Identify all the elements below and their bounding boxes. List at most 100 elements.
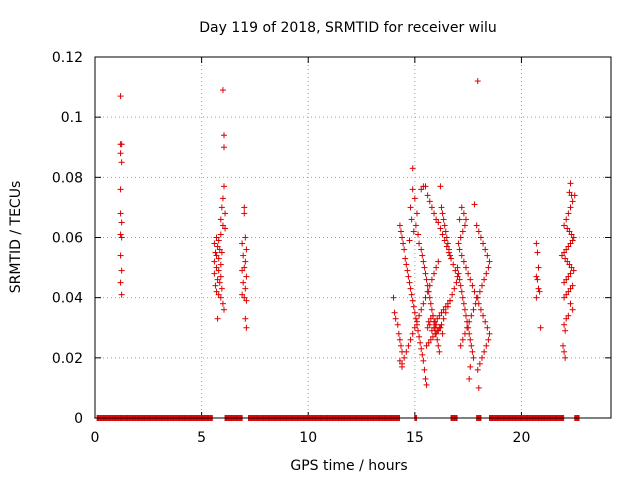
data-point [211, 240, 218, 247]
data-point [437, 225, 444, 232]
data-point [561, 294, 568, 301]
data-point [456, 276, 463, 283]
data-point [396, 222, 403, 229]
data-point [213, 234, 220, 241]
data-point [214, 315, 221, 322]
data-point [566, 189, 573, 196]
data-point [243, 297, 250, 304]
data-point [456, 246, 463, 253]
data-point [418, 186, 425, 193]
grid-lines [95, 57, 611, 418]
data-point [118, 267, 125, 274]
data-point [566, 228, 573, 235]
data-point [435, 258, 442, 265]
data-point [459, 294, 466, 301]
data-point [563, 315, 570, 322]
data-point [422, 294, 429, 301]
data-point [457, 342, 464, 349]
data-point [457, 282, 464, 289]
data-point [421, 366, 428, 373]
data-point [425, 339, 432, 346]
data-point [395, 330, 402, 337]
y-tick-label: 0.08 [52, 170, 83, 186]
data-point [461, 330, 468, 337]
data-point [423, 276, 430, 283]
data-point [118, 219, 125, 226]
data-point [218, 249, 225, 256]
data-point [435, 327, 442, 334]
data-point [218, 285, 225, 292]
x-tick-label: 20 [513, 430, 531, 446]
data-point [392, 315, 399, 322]
data-point [221, 306, 227, 313]
data-point [117, 231, 124, 238]
data-point [455, 270, 462, 277]
data-point [211, 258, 218, 265]
data-point [433, 216, 440, 223]
data-point [570, 267, 577, 274]
data-point [568, 264, 575, 271]
data-point [423, 381, 430, 388]
data-point [485, 264, 492, 271]
data-point [486, 258, 493, 265]
data-point [400, 240, 407, 247]
data-point [396, 336, 403, 343]
y-tick-label: 0.04 [52, 291, 83, 307]
data-point [418, 246, 425, 253]
data-point [482, 246, 489, 253]
data-point [216, 246, 223, 253]
x-tick-label: 5 [197, 430, 206, 446]
data-point [243, 324, 250, 331]
data-point [475, 384, 482, 391]
data-point [431, 270, 438, 277]
data-point [537, 324, 544, 331]
data-point [567, 180, 574, 187]
data-point [450, 261, 457, 268]
data-point [567, 300, 574, 307]
data-point [243, 246, 250, 253]
data-point [413, 210, 420, 217]
data-point [431, 324, 438, 331]
data-point [483, 342, 490, 349]
data-point [460, 258, 467, 265]
data-point [474, 366, 481, 373]
data-point [471, 201, 478, 208]
data-point [406, 279, 413, 286]
data-point [470, 306, 477, 313]
data-point [563, 246, 570, 253]
data-point [454, 264, 461, 271]
data-point [476, 360, 483, 367]
data-point [212, 249, 219, 256]
data-point [219, 195, 226, 202]
data-point [239, 267, 246, 274]
data-point [404, 267, 411, 274]
data-point [213, 288, 220, 295]
data-point [431, 210, 438, 217]
data-point [468, 342, 475, 349]
data-point [390, 294, 397, 301]
data-point [435, 342, 442, 349]
data-point [428, 204, 435, 211]
data-point [418, 345, 425, 352]
data-point [562, 327, 569, 334]
data-point [415, 231, 422, 238]
data-point [117, 186, 124, 193]
data-point [482, 318, 489, 325]
data-point [467, 363, 474, 370]
data-point [562, 255, 569, 262]
data-point [117, 252, 124, 259]
data-point [566, 261, 573, 268]
data-point [562, 354, 569, 361]
data-point [484, 252, 491, 259]
data-point [565, 312, 572, 319]
data-point [242, 285, 249, 292]
data-point [214, 243, 221, 250]
data-point [484, 324, 491, 331]
data-point [428, 327, 435, 334]
y-axis-label: SRMTID / TECUs [8, 181, 24, 294]
data-point [420, 357, 427, 364]
data-point [211, 270, 218, 277]
data-point [421, 264, 428, 271]
data-point [569, 282, 576, 289]
